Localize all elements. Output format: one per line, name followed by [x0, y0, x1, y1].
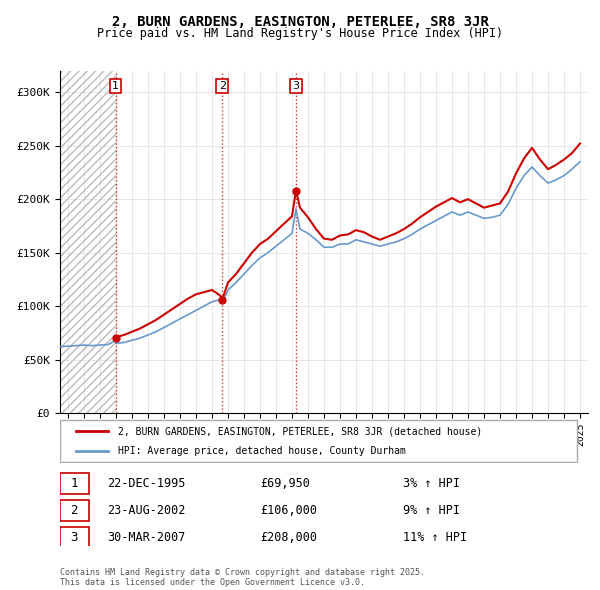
FancyBboxPatch shape: [60, 527, 89, 548]
Text: 2, BURN GARDENS, EASINGTON, PETERLEE, SR8 3JR (detached house): 2, BURN GARDENS, EASINGTON, PETERLEE, SR…: [118, 427, 482, 436]
Text: 9% ↑ HPI: 9% ↑ HPI: [403, 504, 460, 517]
Text: Price paid vs. HM Land Registry's House Price Index (HPI): Price paid vs. HM Land Registry's House …: [97, 27, 503, 40]
Text: HPI: Average price, detached house, County Durham: HPI: Average price, detached house, Coun…: [118, 446, 406, 455]
FancyBboxPatch shape: [60, 420, 577, 463]
Text: 1: 1: [71, 477, 78, 490]
Text: 3% ↑ HPI: 3% ↑ HPI: [403, 477, 460, 490]
FancyBboxPatch shape: [60, 473, 89, 494]
Text: Contains HM Land Registry data © Crown copyright and database right 2025.
This d: Contains HM Land Registry data © Crown c…: [60, 568, 425, 587]
Text: 3: 3: [292, 81, 299, 91]
Text: £208,000: £208,000: [260, 531, 317, 545]
Text: 3: 3: [71, 531, 78, 545]
Bar: [60, 71, 116, 413]
Text: 2, BURN GARDENS, EASINGTON, PETERLEE, SR8 3JR: 2, BURN GARDENS, EASINGTON, PETERLEE, SR…: [112, 15, 488, 29]
Text: £106,000: £106,000: [260, 504, 317, 517]
Text: 2: 2: [71, 504, 78, 517]
FancyBboxPatch shape: [60, 500, 89, 521]
Text: 2: 2: [218, 81, 226, 91]
Bar: [60, 71, 116, 413]
Text: 23-AUG-2002: 23-AUG-2002: [107, 504, 186, 517]
Text: 22-DEC-1995: 22-DEC-1995: [107, 477, 186, 490]
Text: 11% ↑ HPI: 11% ↑ HPI: [403, 531, 467, 545]
Text: £69,950: £69,950: [260, 477, 311, 490]
Text: 1: 1: [112, 81, 119, 91]
Text: 30-MAR-2007: 30-MAR-2007: [107, 531, 186, 545]
